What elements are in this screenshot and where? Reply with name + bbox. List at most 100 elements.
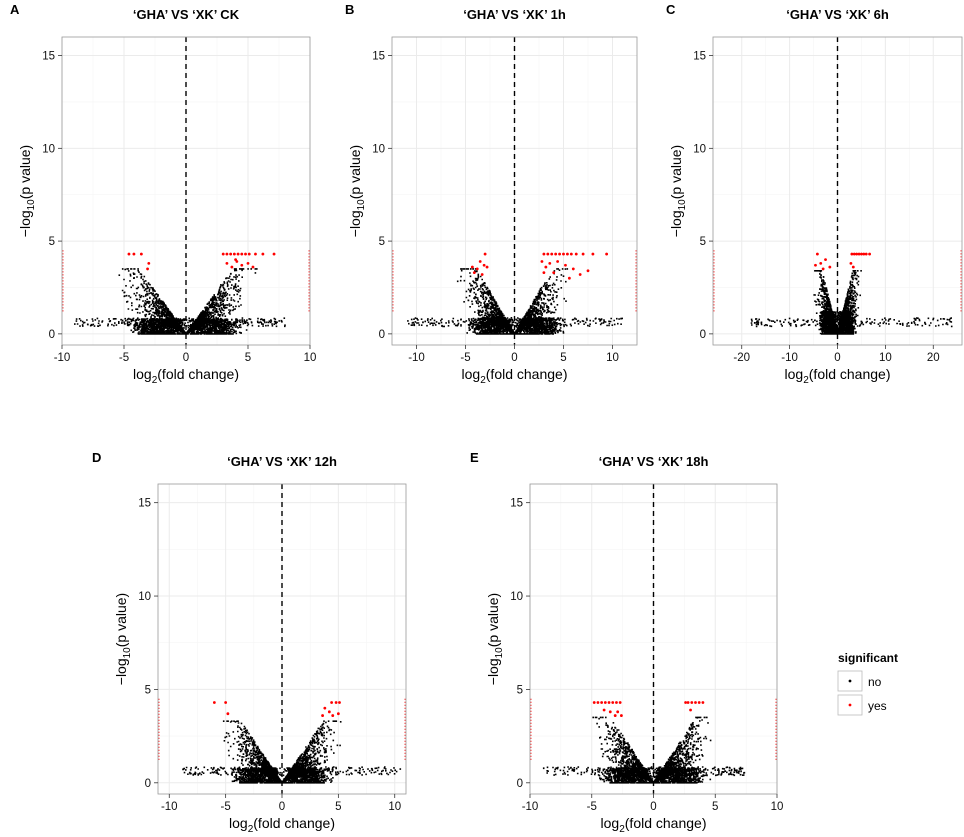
x-tick-label: 10 xyxy=(771,801,784,813)
significant-point xyxy=(225,261,229,265)
y-tick-label: 10 xyxy=(42,143,55,155)
x-tick-label: 0 xyxy=(834,352,840,364)
x-tick-label: -10 xyxy=(522,801,539,813)
significant-point xyxy=(690,701,694,704)
x-tick-label: 5 xyxy=(712,801,718,813)
legend-title: significant xyxy=(838,651,898,665)
significant-point xyxy=(327,710,331,714)
significant-point xyxy=(244,252,247,256)
significant-point xyxy=(475,267,479,271)
y-tick-label: 5 xyxy=(517,684,523,696)
x-tick-label: 10 xyxy=(304,352,317,364)
significant-point xyxy=(552,271,556,275)
panel-A: -10 -5 0 5 10 0 5 10 15 ‘GHA’ VS ‘XK’ CK Alog2(fol… xyxy=(10,2,316,386)
panel-title: ‘GHA’ VS ‘XK’ 12h xyxy=(227,454,337,469)
significant-point xyxy=(689,708,692,712)
significant-point xyxy=(247,252,251,256)
significant-point xyxy=(591,252,595,256)
significant-point xyxy=(814,263,817,267)
significant-point xyxy=(548,261,552,265)
panel-C: -20 -10 0 10 20 0 5 10 15 ‘GHA’ VS ‘XK’ 6h Clog2(f… xyxy=(666,2,963,386)
significant-point xyxy=(482,263,486,267)
y-tick-label: 15 xyxy=(42,51,55,63)
significant-point xyxy=(571,267,575,271)
significant-point xyxy=(336,712,340,716)
significant-point xyxy=(868,252,871,256)
panel-title: ‘GHA’ VS ‘XK’ 6h xyxy=(786,7,889,22)
significant-point xyxy=(603,701,607,704)
x-tick-label: -20 xyxy=(733,352,750,364)
significant-point xyxy=(550,252,554,256)
panel-E: -10 -5 0 5 10 0 5 10 15 ‘GHA’ VS ‘XK’ 18h Elog2(fo… xyxy=(470,450,783,835)
significant-point xyxy=(240,263,244,267)
y-tick-label: 10 xyxy=(693,143,706,155)
y-tick-label: 5 xyxy=(700,236,706,248)
y-axis-label: −log10(p value) xyxy=(668,145,688,237)
significant-point xyxy=(697,701,701,704)
y-axis-label: −log10(p value) xyxy=(113,593,133,685)
significant-point xyxy=(857,252,861,256)
y-axis-label: −log10(p value) xyxy=(485,593,505,685)
significant-point xyxy=(146,267,149,271)
significant-point xyxy=(608,710,612,714)
panels-container: -10 -5 0 5 10 0 5 10 15 ‘GHA’ VS ‘XK’ CK Alog2(fol… xyxy=(10,2,963,835)
legend-label-no: no xyxy=(868,675,882,689)
significant-point xyxy=(225,252,229,256)
significant-point xyxy=(234,258,238,262)
significant-point xyxy=(331,714,335,717)
significant-point xyxy=(485,265,489,269)
nonsignificant-points xyxy=(407,268,623,335)
y-tick-label: 0 xyxy=(379,329,385,341)
significant-point xyxy=(611,701,615,704)
significant-point xyxy=(855,252,859,256)
y-tick-label: 5 xyxy=(379,236,385,248)
nonsignificant-points xyxy=(74,268,286,335)
significant-point xyxy=(824,258,827,262)
y-tick-label: 0 xyxy=(517,778,523,790)
y-tick-label: 5 xyxy=(145,684,151,696)
y-tick-label: 0 xyxy=(700,329,706,341)
significant-point xyxy=(862,252,866,256)
y-tick-label: 0 xyxy=(49,329,55,341)
significant-point xyxy=(147,261,151,265)
significant-point xyxy=(480,273,484,276)
significant-point xyxy=(132,252,136,256)
significant-point xyxy=(470,265,474,269)
panel-title: ‘GHA’ VS ‘XK’ 18h xyxy=(599,454,709,469)
significant-point xyxy=(613,714,617,717)
significant-point xyxy=(330,701,333,704)
significant-point xyxy=(592,701,596,704)
x-axis-label: log2(fold change) xyxy=(785,366,891,386)
x-tick-label: -10 xyxy=(781,352,798,364)
significant-point xyxy=(574,252,578,256)
significant-point xyxy=(483,252,487,256)
panel-B: -10 -5 0 5 10 0 5 10 15 ‘GHA’ VS ‘XK’ 1h Blog2(fol… xyxy=(345,2,638,386)
significant-point xyxy=(618,701,622,704)
significant-point xyxy=(246,261,250,265)
x-tick-label: -5 xyxy=(587,801,597,813)
x-tick-label: 0 xyxy=(183,352,189,364)
significant-point xyxy=(472,271,476,275)
x-tick-label: 10 xyxy=(879,352,892,364)
nonsignificant-points xyxy=(750,270,953,335)
x-tick-label: -10 xyxy=(161,801,178,813)
panel-letter: B xyxy=(345,2,354,17)
significant-point xyxy=(850,252,854,256)
y-tick-label: 0 xyxy=(145,778,151,790)
significant-point xyxy=(701,701,705,704)
significant-point xyxy=(686,701,690,704)
significant-point xyxy=(546,252,550,256)
significant-point xyxy=(236,252,240,256)
legend: significant no yes xyxy=(837,651,898,716)
significant-point xyxy=(478,260,482,263)
significant-point xyxy=(569,252,573,256)
significant-point xyxy=(232,252,236,256)
panel-title: ‘GHA’ VS ‘XK’ CK xyxy=(133,7,240,22)
x-tick-label: -5 xyxy=(460,352,470,364)
significant-point xyxy=(619,714,623,717)
x-tick-label: 5 xyxy=(245,352,251,364)
significant-point xyxy=(240,252,244,256)
x-tick-label: 0 xyxy=(279,801,285,813)
y-tick-label: 15 xyxy=(510,498,523,510)
x-axis-label: log2(fold change) xyxy=(229,815,335,835)
